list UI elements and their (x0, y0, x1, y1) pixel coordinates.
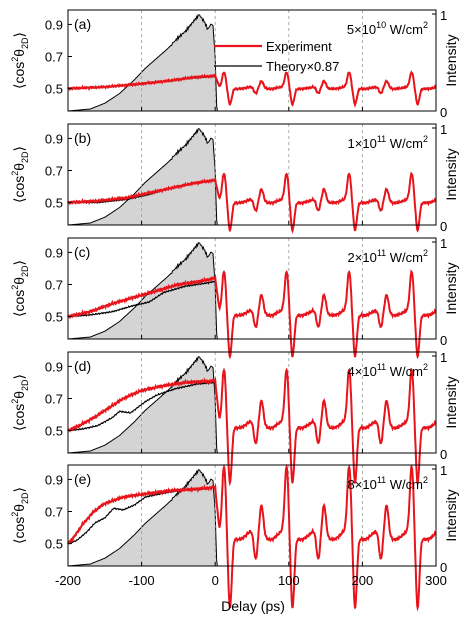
pulse-envelope-edge (67, 128, 218, 226)
y-axis-label: ⟨cos2θ2D⟩ (10, 32, 30, 89)
x-tick-label: -200 (55, 573, 81, 588)
axes-frame (67, 464, 437, 567)
legend-label: Theory×0.87 (266, 59, 339, 74)
y-tick-label: 0.7 (45, 391, 63, 406)
pulse-envelope-edge (67, 14, 218, 112)
y-axis-label: ⟨cos2θ2D⟩ (10, 146, 30, 203)
intensity-annotation: 4×1011 W/cm2 (348, 362, 428, 379)
y-tick-label: 0.5 (45, 537, 63, 552)
x-tick-label: 0 (212, 573, 219, 588)
panel-label: (d) (74, 358, 91, 374)
pulse-envelope-fill (68, 242, 436, 339)
right-tick-label: 1 (440, 122, 447, 137)
x-tick-label: 200 (352, 573, 374, 588)
panel-label: (a) (74, 16, 91, 32)
y-tick-label: 0.7 (45, 504, 63, 519)
right-tick-label: 1 (440, 236, 447, 251)
x-tick-labels: -200 -100 0 100 200 300 (55, 573, 447, 588)
x-tick-label: 100 (278, 573, 300, 588)
experiment-line (67, 463, 437, 612)
y-tick-label: 0.9 (45, 17, 63, 32)
intensity-annotation: 2×1011 W/cm2 (348, 248, 428, 265)
right-tick-label: 0 (440, 560, 447, 575)
pulse-envelope-edge (67, 242, 218, 340)
panel-a: 0.5 0.7 0.9 0 1 (a) 5×1010 W/cm2 ⟨cos2θ2D⟩ Inten… (10, 8, 459, 120)
experiment-line (67, 70, 437, 108)
panel-d: 0.50.70.901(d) 4×1011 W/cm2⟨cos2θ2D⟩ Inten… (10, 350, 459, 487)
experiment-line (67, 367, 437, 487)
pulse-envelope-fill (68, 128, 436, 225)
y-tick-label: 0.9 (45, 131, 63, 146)
y-tick-label: 0.7 (45, 163, 63, 178)
panel-e: 0.5 0.7 0.9 0 1 (e) 8×1011 W/cm2 ⟨cos2θ2D⟩ Inten… (10, 463, 459, 612)
right-tick-label: 1 (440, 8, 447, 23)
panel-label: (e) (74, 471, 91, 487)
x-tick-label: 300 (425, 573, 447, 588)
right-tick-label: 0 (440, 105, 447, 120)
pulse-envelope-fill (68, 469, 436, 566)
y-axis-label: ⟨cos2θ2D⟩ (10, 374, 30, 431)
pulse-envelope-edge (67, 356, 218, 454)
y-tick-label: 0.7 (45, 277, 63, 292)
right-axis-label: Intensity (443, 262, 459, 314)
axes-frame (67, 351, 437, 454)
y-tick-label: 0.9 (45, 359, 63, 374)
intensity-annotation: 5×1010 W/cm2 (347, 20, 428, 37)
right-axis-label: Intensity (443, 148, 459, 200)
intensity-annotation: 1×1011 W/cm2 (348, 134, 428, 151)
legend: Experiment Theory×0.87 (214, 39, 339, 74)
right-tick-label: 1 (440, 463, 447, 478)
experiment-line (67, 269, 437, 360)
axes-frame (67, 123, 437, 226)
right-axis-label: Intensity (443, 489, 459, 541)
y-tick-label: 0.7 (45, 49, 63, 64)
experiment-line (67, 171, 437, 234)
pulse-envelope-fill (68, 14, 436, 111)
right-tick-label: 0 (440, 447, 447, 462)
panel-c: 0.5 0.7 0.9 0 1 (c) 2×1011 W/cm2 ⟨cos2θ2D⟩ Inten… (10, 236, 459, 360)
y-axis-label: ⟨cos2θ2D⟩ (10, 487, 30, 544)
legend-label: Experiment (266, 39, 332, 54)
right-axis-label: Intensity (443, 376, 459, 428)
y-tick-label: 0.5 (45, 424, 63, 439)
right-tick-label: 0 (440, 219, 447, 234)
right-axis-label: Intensity (443, 34, 459, 86)
right-tick-label: 1 (440, 350, 447, 365)
y-tick-label: 0.5 (45, 310, 63, 325)
y-tick-label: 0.5 (45, 82, 63, 97)
y-tick-label: 0.9 (45, 245, 63, 260)
panel-b: 0.5 0.7 0.9 0 1 (b) 1×1011 W/cm2 ⟨cos2θ2D⟩ Inten… (10, 122, 459, 234)
intensity-annotation: 8×1011 W/cm2 (348, 475, 428, 492)
y-axis-label: ⟨cos2θ2D⟩ (10, 260, 30, 317)
x-tick-label: -100 (129, 573, 155, 588)
panels-group: 0.50.70.901(a) 5×1010 W/cm2⟨cos2θ2D⟩ Inten… (10, 8, 459, 612)
x-axis-label: Delay (ps) (221, 598, 285, 614)
y-tick-label: 0.9 (45, 472, 63, 487)
panel-label: (c) (74, 244, 90, 260)
axes-frame (67, 9, 437, 112)
pulse-envelope-edge (67, 469, 218, 567)
pulse-envelope-fill (68, 356, 436, 453)
panel-label: (b) (74, 130, 91, 146)
right-tick-label: 0 (440, 333, 447, 348)
axes-frame (67, 237, 437, 340)
y-tick-label: 0.5 (45, 196, 63, 211)
